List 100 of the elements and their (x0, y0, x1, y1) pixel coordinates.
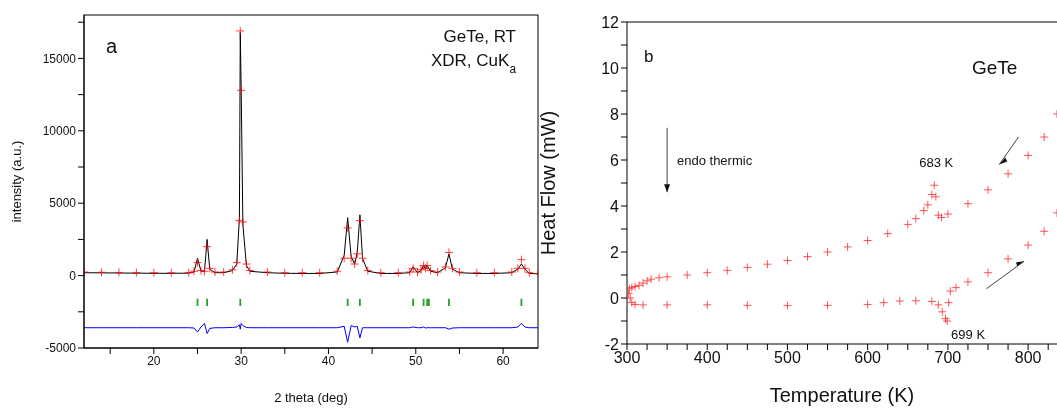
point (238, 217, 248, 227)
point (722, 265, 732, 275)
point (944, 298, 954, 308)
x-tick-label: 40 (321, 353, 336, 368)
point (642, 276, 652, 286)
line-series (84, 322, 538, 343)
point (983, 185, 993, 195)
point (923, 200, 933, 210)
y-tick-label: 4 (610, 197, 620, 215)
point (433, 267, 443, 277)
point (702, 268, 712, 278)
point (355, 216, 365, 226)
annotation: 699 K (951, 327, 986, 342)
point (189, 266, 199, 276)
point (1039, 132, 1049, 142)
point (447, 263, 457, 273)
point (638, 278, 648, 288)
point (895, 296, 905, 306)
point (405, 267, 415, 277)
point (762, 259, 772, 269)
x-tick-label: 800 (1014, 349, 1042, 367)
x-tick-label: 600 (854, 349, 882, 367)
annotation: b (644, 47, 654, 66)
point (96, 267, 106, 277)
point (440, 262, 450, 272)
point (280, 268, 290, 278)
point (803, 252, 812, 262)
point (883, 229, 893, 239)
point (662, 272, 672, 282)
y-tick-label: 15000 (42, 51, 77, 66)
x-tick-label: 50 (409, 353, 423, 368)
point (929, 180, 939, 190)
point (931, 192, 941, 202)
point (1023, 240, 1033, 250)
point (823, 247, 833, 257)
point (315, 268, 325, 278)
x-axis-title: 2 theta (deg) (274, 390, 348, 405)
y-tick-label: 6 (610, 151, 620, 169)
x-tick-label: 700 (934, 349, 962, 367)
x-tick-label: 300 (613, 349, 641, 367)
annotation: a (106, 35, 118, 57)
point (662, 300, 672, 310)
x-tick-label: 20 (147, 353, 161, 368)
point (742, 262, 752, 272)
point (1003, 169, 1013, 179)
point (408, 263, 418, 273)
point (297, 268, 307, 278)
point (376, 268, 386, 278)
y-tick-label: 8 (610, 105, 620, 123)
point (219, 267, 229, 277)
point (943, 209, 953, 219)
point (951, 283, 961, 293)
point (879, 298, 889, 308)
point (638, 300, 648, 310)
y-axis-title: intensity (a.u.) (8, 140, 24, 223)
point (1023, 150, 1033, 160)
point (682, 270, 692, 280)
annotation: 683 K (919, 155, 954, 171)
x-tick-label: 400 (693, 349, 721, 367)
point (343, 223, 353, 233)
y-tick-label: 5000 (49, 196, 77, 211)
point (983, 268, 993, 278)
point (911, 296, 921, 306)
point (863, 236, 873, 245)
point (193, 258, 202, 268)
annotation: GeTe, RT (443, 27, 516, 46)
point (513, 263, 523, 273)
x-tick-label: 60 (496, 353, 511, 368)
point (911, 214, 921, 224)
point (262, 267, 272, 277)
y-tick-label: 0 (69, 268, 77, 283)
annotation: XDR, CuK$_{a}$ (430, 51, 517, 76)
point (489, 268, 499, 278)
y-tick-label: -5000 (45, 341, 77, 356)
point (702, 300, 712, 310)
point (782, 301, 792, 311)
point (782, 256, 792, 266)
point (843, 242, 853, 252)
annotation: endo thermic (677, 152, 753, 168)
y-tick-label: 0 (610, 289, 620, 307)
point (149, 268, 159, 278)
point (131, 268, 141, 278)
x-tick-label: 500 (774, 349, 801, 367)
point (654, 273, 664, 283)
point (166, 268, 176, 278)
point (634, 280, 644, 290)
x-tick-label: 30 (234, 353, 249, 368)
point (235, 26, 245, 36)
point (903, 219, 913, 229)
point (963, 277, 973, 287)
y-tick-label: 12 (601, 13, 620, 31)
point (507, 267, 517, 277)
point (863, 299, 873, 309)
point (927, 190, 937, 199)
point (236, 85, 246, 95)
point (363, 266, 373, 276)
y-tick-label: 10000 (42, 124, 77, 139)
point (454, 267, 464, 277)
point (332, 266, 342, 276)
point (1039, 226, 1049, 236)
